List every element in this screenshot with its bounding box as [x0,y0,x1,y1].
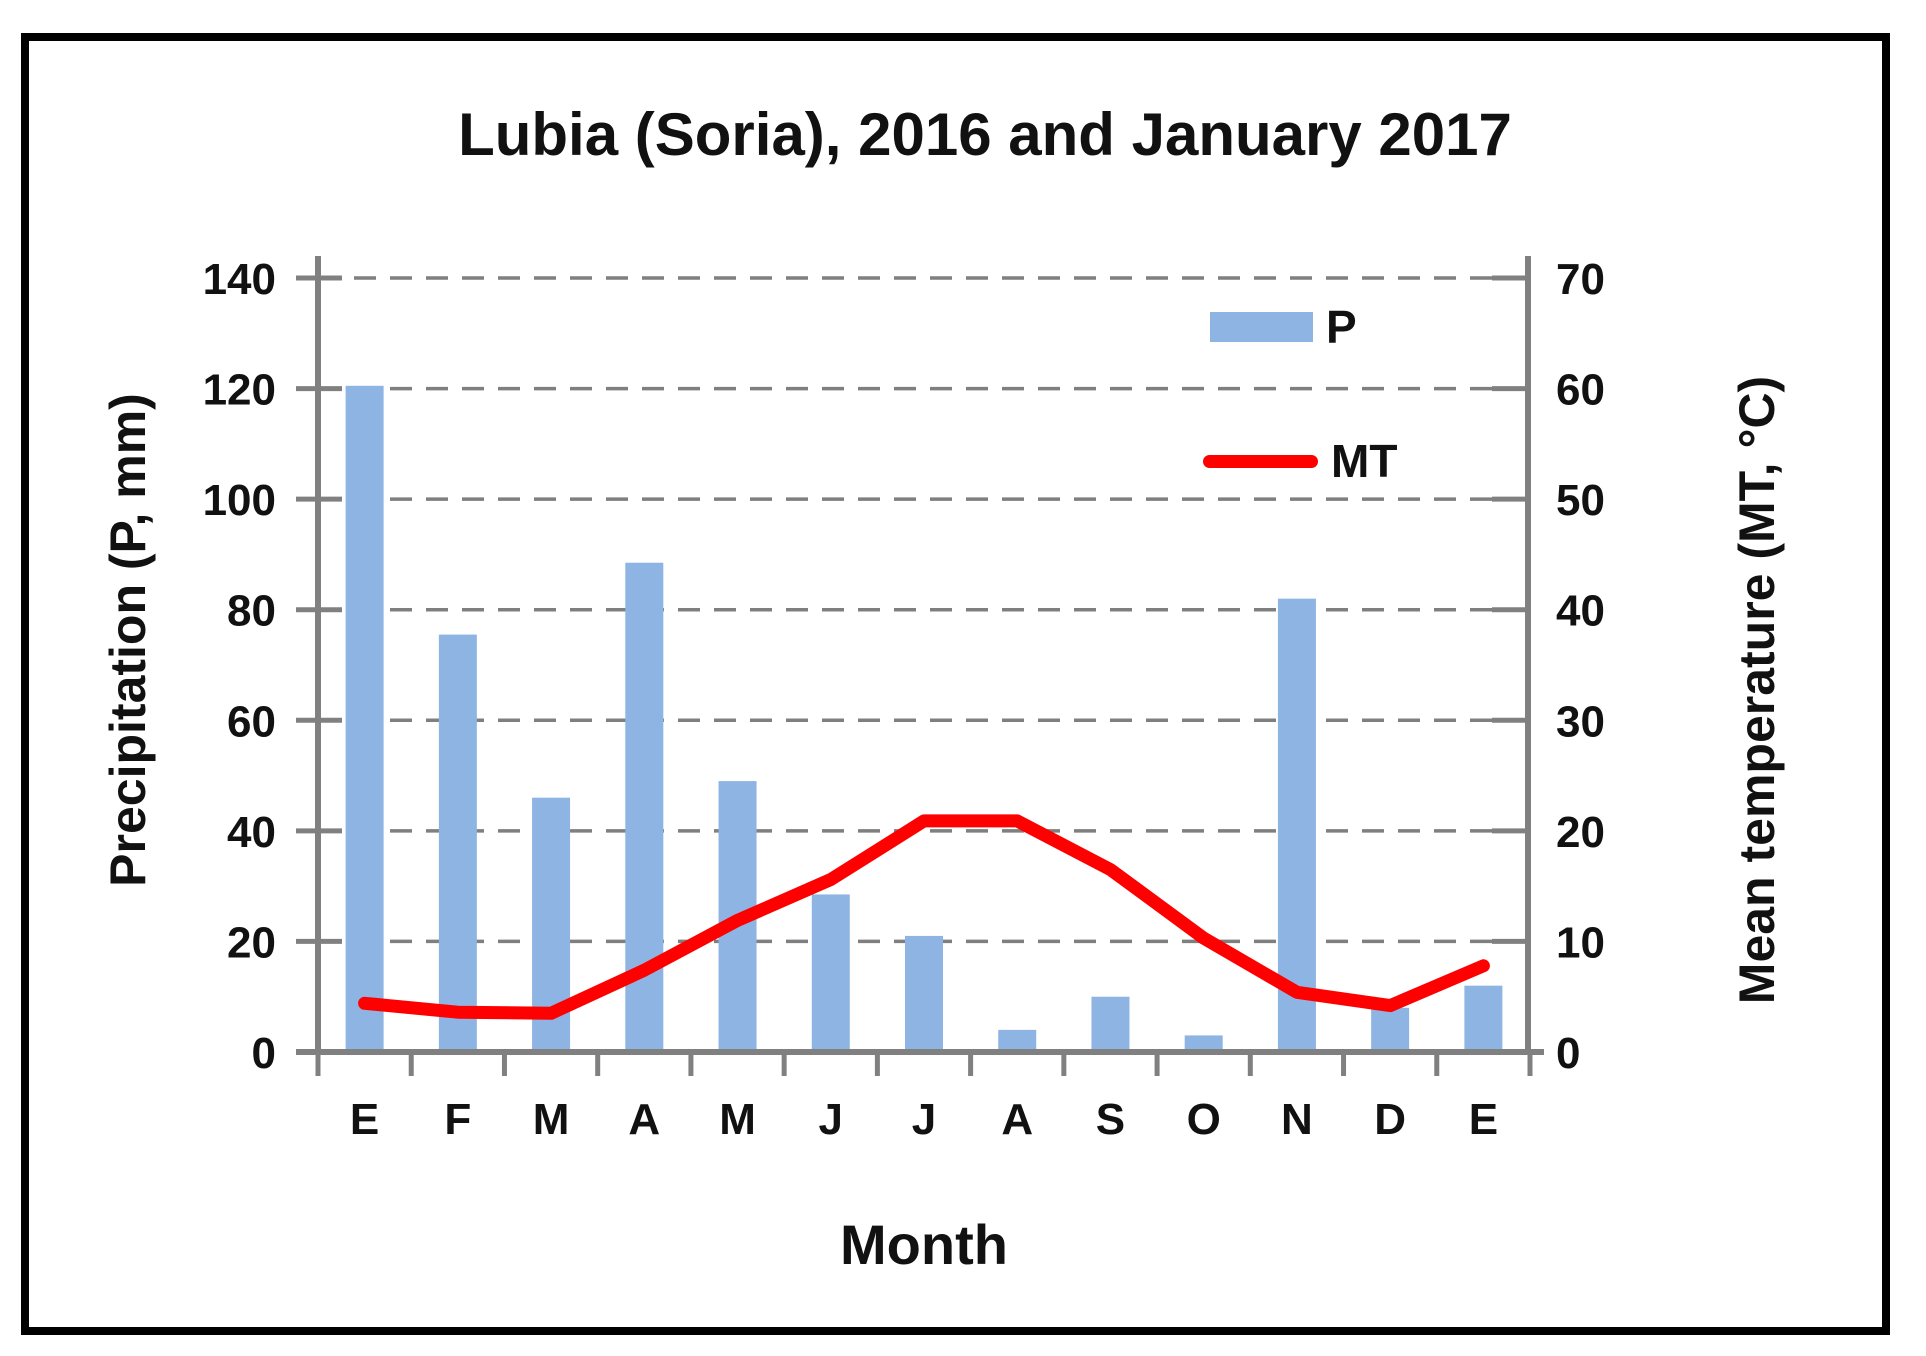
bar-E-0 [345,385,384,1052]
month-label-8: S [1096,1095,1125,1144]
month-label-4: M [719,1095,756,1144]
month-label-10: N [1281,1095,1313,1144]
left-tick-label-20: 20 [227,918,276,967]
right-tick-label-30: 30 [1556,697,1605,746]
month-label-1: F [444,1095,471,1144]
legend-label-precipitation: P [1326,301,1357,353]
left-tick-label-140: 140 [203,255,276,304]
right-tick-label-20: 20 [1556,808,1605,857]
figure-border [21,33,1890,1335]
left-tick-label-60: 60 [227,697,276,746]
bar-J-5 [811,894,850,1052]
left-tick-label-0: 0 [252,1029,276,1078]
left-tick-label-80: 80 [227,587,276,636]
month-label-6: J [912,1095,936,1144]
x-axis-label: Month [840,1213,1008,1276]
legend-bar-swatch [1210,312,1313,342]
month-label-11: D [1374,1095,1406,1144]
bar-N-10 [1277,598,1316,1052]
bar-D-11 [1371,1007,1410,1052]
left-tick-label-100: 100 [203,476,276,525]
right-tick-label-40: 40 [1556,587,1605,636]
right-tick-label-70: 70 [1556,255,1605,304]
temperature-line [358,814,1490,1020]
right-tick-label-60: 60 [1556,366,1605,415]
bar-O-9 [1184,1035,1223,1052]
bar-A-7 [998,1029,1037,1052]
month-label-2: M [533,1095,570,1144]
bar-J-6 [905,935,943,1052]
month-label-5: J [819,1095,843,1144]
chart-title: Lubia (Soria), 2016 and January 2017 [458,101,1512,168]
right-tick-label-0: 0 [1556,1029,1580,1078]
month-label-3: A [628,1095,660,1144]
bar-E-12 [1464,985,1503,1052]
legend-line-swatch [1203,454,1318,468]
legend-item-temperature: MT [1203,438,1397,484]
right-tick-label-50: 50 [1556,476,1605,525]
left-tick-label-40: 40 [227,808,276,857]
legend-label-temperature: MT [1331,435,1398,487]
month-label-9: O [1187,1095,1221,1144]
month-label-0: E [350,1095,379,1144]
right-tick-label-10: 10 [1556,918,1605,967]
month-label-7: A [1001,1095,1033,1144]
month-label-12: E [1469,1095,1498,1144]
legend-item-precipitation: P [1210,304,1357,350]
bar-S-8 [1091,996,1130,1052]
left-tick-label-120: 120 [203,366,276,415]
bar-F-1 [438,634,477,1052]
